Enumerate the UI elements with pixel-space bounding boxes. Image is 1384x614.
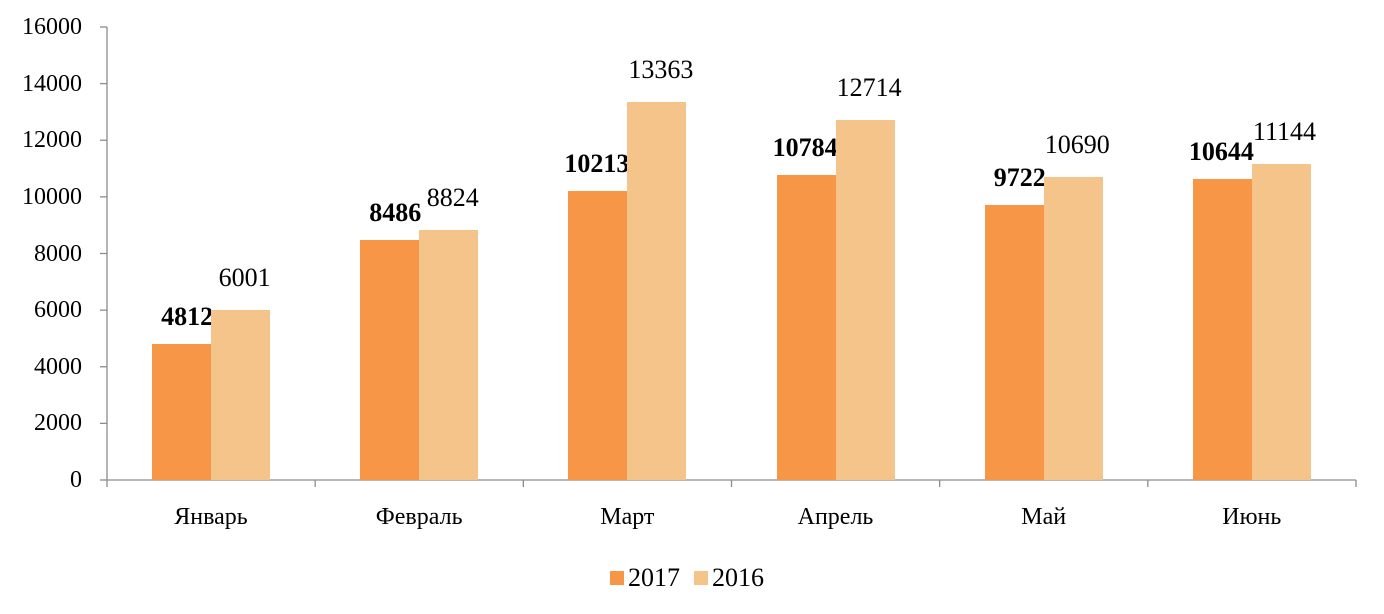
y-tick-label: 14000 [22,70,82,97]
bar-2016 [1251,164,1311,480]
x-category-label: Январь [174,504,248,530]
legend: 2017 2016 [610,565,778,591]
data-label-2017: 10784 [772,132,838,162]
bar-2016 [835,120,895,480]
legend-swatch-2016 [694,571,708,585]
data-label-2017: 4812 [161,301,214,331]
x-category-label: Февраль [375,504,463,530]
bar-2017 [776,174,836,480]
x-category-label: Май [1021,504,1067,530]
data-label-2017: 10213 [564,148,630,178]
data-label-2017: 9722 [993,162,1046,192]
data-label-2016: 12714 [836,73,902,103]
data-label-2016: 8824 [426,183,479,213]
bar-2016 [211,310,271,480]
y-tick-label: 6000 [34,297,82,324]
bar-2017 [360,239,420,480]
y-tick-label: 2000 [34,410,82,437]
bar-2016 [1043,177,1103,480]
y-tick-label: 10000 [22,183,82,210]
data-label-2016: 11144 [1252,117,1316,147]
bar-2017 [984,204,1044,480]
x-category-label: Март [600,504,655,530]
data-label-2017: 8486 [369,197,422,227]
legend-label-2017: 2017 [628,563,680,592]
y-tick-label: 8000 [34,240,82,267]
data-label-2017: 10644 [1188,136,1254,166]
legend-swatch-2017 [610,571,624,585]
bar-2016 [627,101,687,480]
bar-2016 [419,230,479,480]
data-label-2016: 13363 [628,54,694,84]
y-tick-label: 0 [70,467,82,493]
data-label-2016: 10690 [1044,130,1110,160]
legend-item-2016: 2016 [694,565,764,591]
y-tick-label: 16000 [22,14,82,40]
x-category-label: Июнь [1222,504,1282,530]
legend-label-2016: 2016 [712,563,764,592]
data-label-2016: 6001 [218,263,271,293]
legend-item-2017: 2017 [610,565,680,591]
bar-2017 [152,343,212,480]
y-tick-label: 4000 [34,353,82,380]
x-category-label: Апрель [797,504,874,530]
y-tick-label: 12000 [22,127,82,154]
bar-2017 [568,190,628,480]
bar-2017 [1192,178,1252,480]
